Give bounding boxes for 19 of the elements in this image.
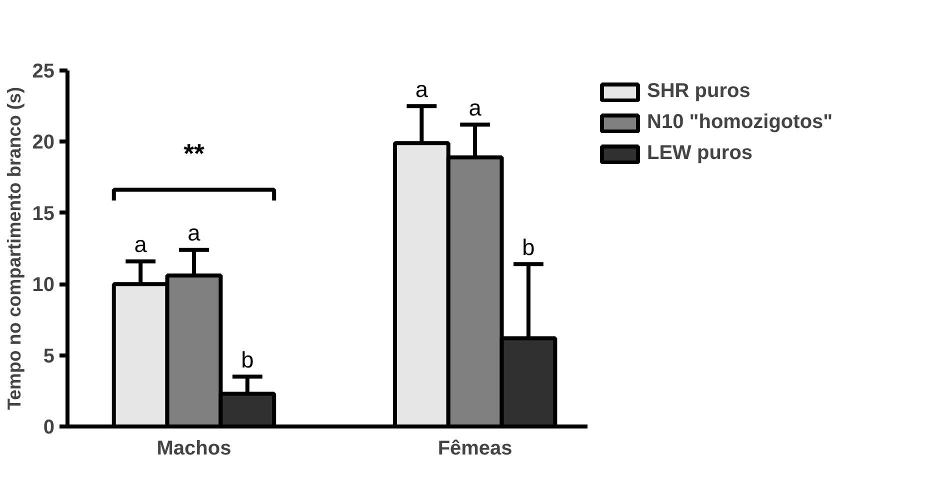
annotation: ** [184,138,205,168]
x-tick-label: Machos [156,438,232,460]
annotation: a [468,94,482,120]
annotation: a [415,76,428,102]
y-tick-label: 10 [32,274,55,296]
y-tick-label: 25 [32,60,55,82]
y-tick-label: 20 [32,132,55,154]
annotation: b [241,346,254,372]
annotation: a [134,231,148,258]
y-axis-title: Tempo no compartimento branco (s) [3,86,24,410]
legend-label: LEW puros [647,142,753,165]
y-tick-label: 5 [43,345,54,368]
annotation: a [188,220,201,246]
annotation: b [522,234,535,260]
y-tick-label: 0 [43,416,54,438]
legend-label: N10 "homozigotos" [647,111,833,134]
y-tick-label: 15 [32,202,55,225]
x-tick-label: Fêmeas [438,438,512,460]
legend-label: SHR puros [647,80,750,103]
